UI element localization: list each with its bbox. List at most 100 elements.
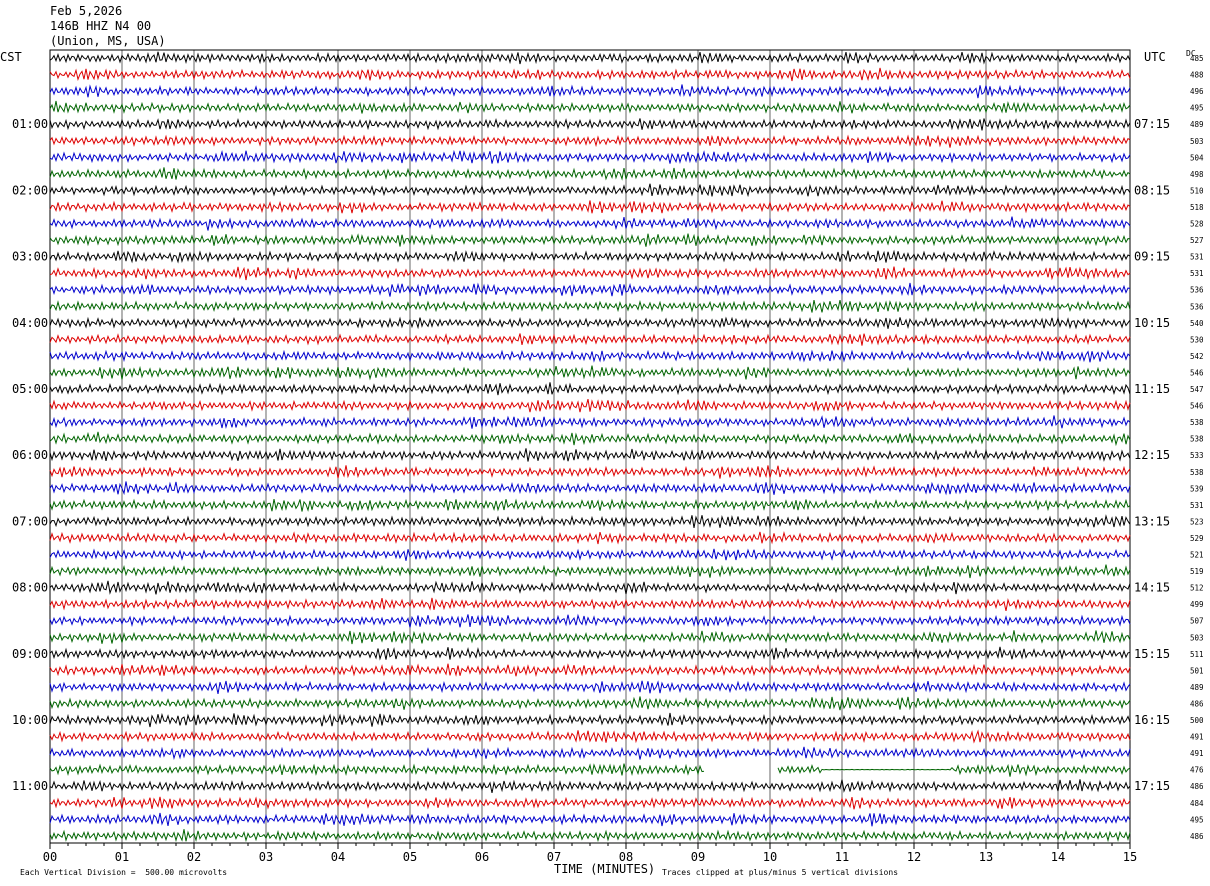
x-tick-label: 12 xyxy=(907,850,921,864)
right-timezone-label: UTC xyxy=(1144,50,1166,64)
dc-offset-label: 527 xyxy=(1190,236,1204,245)
x-tick-label: 14 xyxy=(1051,850,1065,864)
dc-offset-label: 538 xyxy=(1190,468,1204,477)
dc-offset-label: 500 xyxy=(1190,716,1204,725)
seismic-trace xyxy=(49,282,1131,297)
left-hour-label: 03:00 xyxy=(12,250,48,264)
right-hour-label: 13:15 xyxy=(1134,514,1170,528)
left-hour-label: 04:00 xyxy=(12,316,48,330)
x-tick-label: 10 xyxy=(763,850,777,864)
seismic-trace xyxy=(49,746,1131,761)
seismic-trace xyxy=(49,580,1131,595)
seismic-trace xyxy=(49,149,1131,165)
left-hour-label: 02:00 xyxy=(12,183,48,197)
seismic-trace xyxy=(49,167,1131,181)
seismic-trace xyxy=(49,365,1131,381)
left-hour-label: 11:00 xyxy=(12,779,48,793)
seismic-trace xyxy=(49,696,1131,711)
clip-note: Traces clipped at plus/minus 5 vertical … xyxy=(662,868,899,877)
seismic-trace xyxy=(49,349,1131,363)
seismic-trace xyxy=(49,266,1131,281)
seismic-trace xyxy=(49,498,1131,512)
dc-offset-label: 531 xyxy=(1190,501,1204,510)
dc-offset-label: 495 xyxy=(1190,104,1204,113)
seismic-trace xyxy=(49,796,1131,810)
seismic-trace xyxy=(49,84,1131,99)
dc-offset-label: 485 xyxy=(1190,54,1204,63)
dc-offset-label: 489 xyxy=(1190,683,1204,692)
x-tick-label: 11 xyxy=(835,850,849,864)
seismic-trace xyxy=(49,118,1131,131)
dc-offset-label: 486 xyxy=(1190,832,1204,841)
x-tick-label: 15 xyxy=(1123,850,1137,864)
seismic-trace xyxy=(49,646,1131,661)
dc-offset-label: 488 xyxy=(1190,71,1204,80)
x-tick-label: 05 xyxy=(403,850,417,864)
seismic-trace xyxy=(49,448,1131,462)
dc-offset-label: 529 xyxy=(1190,534,1204,543)
dc-offset-label: 531 xyxy=(1190,269,1204,278)
dc-label: DC xyxy=(1186,49,1196,58)
seismic-trace xyxy=(49,216,1131,231)
left-hour-label: 07:00 xyxy=(12,514,48,528)
right-hour-label: 10:15 xyxy=(1134,316,1170,330)
dc-offset-label: 501 xyxy=(1190,666,1204,675)
seismic-trace xyxy=(49,763,705,777)
left-hour-label: 09:00 xyxy=(12,647,48,661)
dc-offset-label: 489 xyxy=(1190,120,1204,129)
dc-offset-label: 498 xyxy=(1190,170,1204,179)
x-tick-label: 07 xyxy=(547,850,561,864)
dc-offset-label: 510 xyxy=(1190,186,1204,195)
seismic-trace xyxy=(49,398,1131,413)
dc-offset-label: 476 xyxy=(1190,766,1204,775)
dc-offset-label: 499 xyxy=(1190,600,1204,609)
right-hour-label: 12:15 xyxy=(1134,448,1170,462)
dc-offset-label: 546 xyxy=(1190,368,1204,377)
seismic-trace xyxy=(49,333,1131,346)
seismic-trace xyxy=(49,663,1131,678)
seismic-trace xyxy=(49,531,1131,545)
dc-offset-label: 496 xyxy=(1190,87,1204,96)
right-hour-label: 11:15 xyxy=(1134,382,1170,396)
dc-offset-label: 531 xyxy=(1190,253,1204,262)
seismic-trace xyxy=(49,183,1131,198)
seismic-trace xyxy=(49,630,1131,645)
seismic-trace xyxy=(49,249,1131,264)
scale-note: Each Vertical Division = 500.00 microvol… xyxy=(20,868,228,877)
seismic-trace xyxy=(49,729,1131,744)
seismic-trace xyxy=(49,680,1131,694)
header-station: 146B HHZ N4 00 xyxy=(50,19,152,33)
dc-offset-label: 547 xyxy=(1190,385,1204,394)
right-hour-label: 07:15 xyxy=(1134,117,1170,131)
seismic-trace xyxy=(49,134,1131,148)
dc-offset-label: 503 xyxy=(1190,633,1204,642)
seismic-trace xyxy=(49,431,1131,447)
dc-offset-label: 521 xyxy=(1190,551,1204,560)
left-hour-label: 06:00 xyxy=(12,448,48,462)
x-tick-label: 01 xyxy=(115,850,129,864)
right-hour-label: 15:15 xyxy=(1134,647,1170,661)
right-hour-label: 16:15 xyxy=(1134,713,1170,727)
seismic-trace xyxy=(49,812,1131,827)
seismic-trace xyxy=(49,712,1131,728)
dc-offset-label: 486 xyxy=(1190,699,1204,708)
x-tick-label: 04 xyxy=(331,850,345,864)
dc-offset-label: 533 xyxy=(1190,451,1204,460)
right-hour-label: 09:15 xyxy=(1134,250,1170,264)
left-timezone-label: CST xyxy=(0,50,22,64)
dc-offset-label: 512 xyxy=(1190,584,1204,593)
seismic-trace xyxy=(49,100,1131,114)
seismic-trace xyxy=(49,415,1131,429)
seismic-trace xyxy=(49,597,1131,612)
dc-offset-label: 491 xyxy=(1190,733,1204,742)
x-axis-title: TIME (MINUTES) xyxy=(554,862,656,876)
dc-offset-label: 504 xyxy=(1190,153,1204,162)
dc-offset-label: 495 xyxy=(1190,815,1204,824)
dc-offset-label: 486 xyxy=(1190,782,1204,791)
x-tick-label: 09 xyxy=(691,850,705,864)
seismic-trace xyxy=(49,299,1131,313)
left-hour-label: 01:00 xyxy=(12,117,48,131)
x-tick-label: 06 xyxy=(475,850,489,864)
seismic-trace xyxy=(49,465,1131,479)
